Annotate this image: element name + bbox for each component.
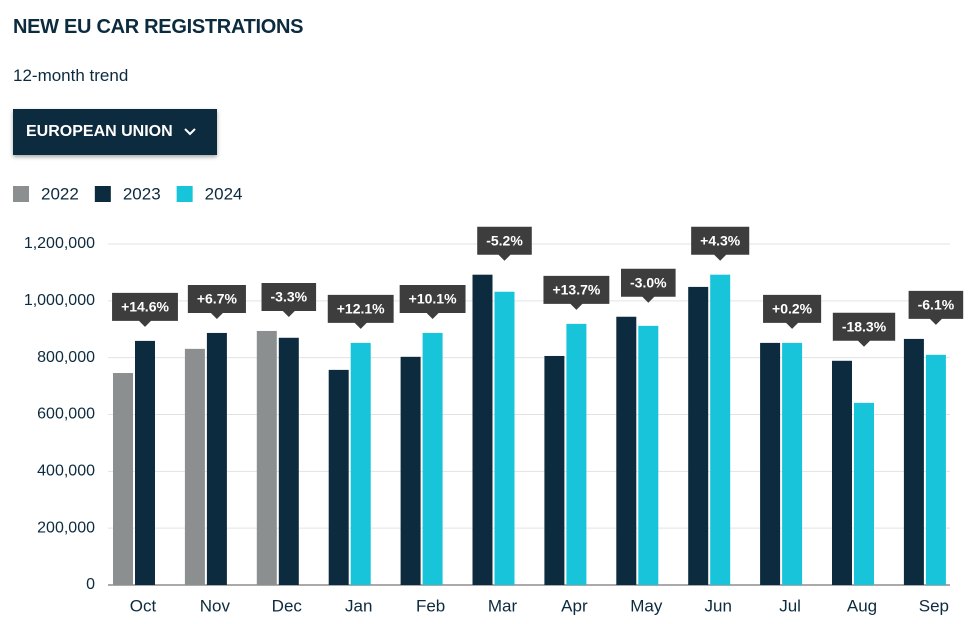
change-callout: +0.2%	[763, 294, 822, 329]
chart-subtitle: 12-month trend	[13, 66, 129, 85]
change-label: -18.3%	[842, 318, 887, 334]
change-label: -5.2%	[486, 232, 523, 248]
callout-box	[327, 294, 394, 329]
y-tick-label: 1,200,000	[24, 235, 95, 252]
y-tick-label: 600,000	[37, 406, 95, 423]
change-label: +13.7%	[552, 282, 600, 298]
dropdown-label[interactable]: EUROPEAN UNION	[26, 123, 173, 140]
change-label: -3.3%	[271, 289, 308, 305]
bar	[206, 332, 227, 585]
change-label: -6.1%	[918, 297, 955, 313]
bar	[710, 274, 731, 585]
change-callout: -18.3%	[832, 312, 896, 347]
y-tick-label: 200,000	[37, 519, 95, 536]
change-label: +10.1%	[409, 291, 457, 307]
bar	[350, 342, 371, 585]
legend-swatch	[13, 186, 29, 202]
legend-label: 2022	[41, 184, 79, 203]
callout-box	[261, 282, 317, 317]
callout-box	[832, 312, 896, 347]
x-tick-label: May	[630, 596, 663, 615]
change-callout: +12.1%	[327, 294, 394, 329]
bar	[782, 342, 803, 585]
callout-box	[621, 268, 676, 303]
bar	[113, 373, 133, 585]
legend-swatch	[94, 186, 111, 202]
callout-box	[477, 226, 532, 261]
change-callout: -3.3%	[261, 282, 317, 317]
x-tick-label: Oct	[130, 596, 157, 615]
callout-box	[399, 284, 466, 319]
legend-label: 2023	[123, 184, 161, 203]
x-tick-label: Jun	[704, 596, 731, 615]
callout-box	[112, 292, 178, 327]
legend-swatch	[176, 186, 193, 202]
bar	[566, 323, 587, 585]
y-tick-label: 0	[86, 576, 95, 593]
bar	[472, 274, 493, 585]
change-callout: -5.2%	[477, 226, 532, 261]
bar	[925, 354, 946, 585]
x-tick-label: Mar	[488, 596, 518, 615]
change-label: +0.2%	[772, 301, 813, 317]
x-tick-label: Aug	[847, 596, 877, 615]
callout-box	[763, 294, 822, 329]
bar	[638, 325, 659, 585]
region-dropdown[interactable]: EUROPEAN UNION	[13, 109, 217, 155]
x-tick-label: Jan	[345, 596, 372, 615]
chevron-icon[interactable]	[183, 127, 197, 137]
bar	[688, 286, 709, 585]
change-callout: +10.1%	[399, 284, 466, 319]
bar	[494, 291, 515, 585]
change-callout: +6.7%	[187, 284, 246, 319]
bar	[544, 355, 565, 585]
bar	[184, 348, 205, 585]
change-callout: +14.6%	[112, 292, 178, 327]
change-label: +12.1%	[337, 301, 385, 317]
bar	[854, 402, 874, 585]
bar	[832, 360, 852, 585]
callout-box	[543, 275, 610, 310]
legend-label: 2024	[205, 184, 243, 203]
bar	[422, 332, 443, 585]
change-callout: +4.3%	[691, 226, 750, 261]
change-label: +6.7%	[197, 291, 238, 307]
bar	[256, 330, 277, 585]
change-label: +4.3%	[700, 232, 741, 248]
change-callout: +13.7%	[543, 275, 610, 310]
bar	[278, 337, 299, 585]
y-tick-label: 800,000	[37, 349, 95, 366]
x-tick-label: Jul	[779, 596, 801, 615]
callout-box	[908, 290, 964, 325]
x-tick-label: Dec	[272, 596, 303, 615]
x-tick-label: Nov	[200, 596, 231, 615]
change-label: -3.0%	[630, 274, 667, 290]
y-tick-label: 400,000	[37, 463, 95, 480]
bar	[400, 356, 421, 585]
callout-box	[691, 226, 750, 261]
callout-box	[187, 284, 246, 319]
bar	[328, 369, 349, 585]
change-callout: -6.1%	[908, 290, 964, 325]
x-tick-label: Feb	[416, 596, 445, 615]
change-label: +14.6%	[121, 299, 169, 315]
bar	[135, 340, 155, 585]
change-callout: -3.0%	[621, 268, 676, 303]
bar	[760, 342, 781, 585]
x-tick-label: Sep	[919, 596, 949, 615]
bar	[903, 338, 924, 585]
chart-title: NEW EU CAR REGISTRATIONS	[13, 16, 304, 38]
bar	[616, 316, 637, 585]
y-tick-label: 1,000,000	[24, 292, 95, 309]
x-tick-label: Apr	[561, 596, 588, 615]
